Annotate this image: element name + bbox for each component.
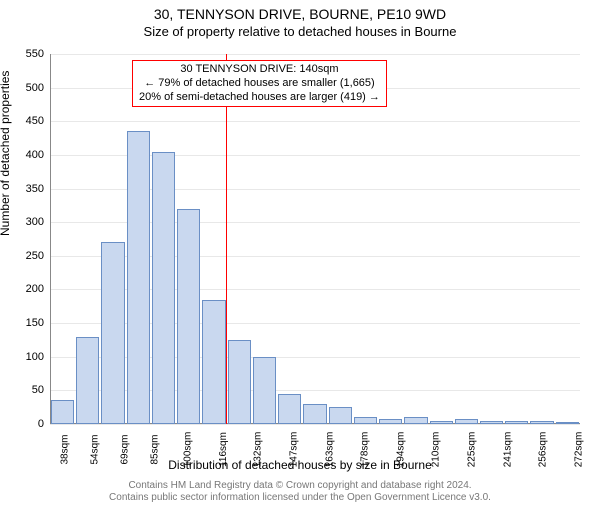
y-tick-label: 0	[12, 418, 44, 430]
footer-line1: Contains HM Land Registry data © Crown c…	[0, 480, 600, 492]
histogram-bar	[556, 422, 579, 424]
histogram-bar	[379, 419, 402, 424]
histogram-bar	[455, 419, 478, 424]
footer: Contains HM Land Registry data © Crown c…	[0, 480, 600, 504]
x-axis-title: Distribution of detached houses by size …	[0, 458, 600, 472]
chart-container: 30, TENNYSON DRIVE, BOURNE, PE10 9WD Siz…	[0, 6, 600, 506]
plot-area: 050100150200250300350400450500550 30 TEN…	[50, 54, 580, 424]
annotation-box: 30 TENNYSON DRIVE: 140sqm ← 79% of detac…	[132, 60, 387, 107]
histogram-bar	[303, 404, 326, 424]
histogram-bar	[202, 300, 225, 424]
histogram-bar	[228, 340, 251, 424]
footer-line2: Contains public sector information licen…	[0, 492, 600, 504]
histogram-bar	[430, 421, 453, 424]
annotation-line2: ← 79% of detached houses are smaller (1,…	[139, 77, 380, 91]
y-tick-label: 100	[12, 351, 44, 363]
histogram-bar	[101, 242, 124, 424]
histogram-bar	[404, 417, 427, 424]
bars-group	[50, 54, 580, 424]
histogram-bar	[51, 400, 74, 424]
x-labels-group: 38sqm54sqm69sqm85sqm100sqm116sqm132sqm14…	[50, 426, 580, 437]
y-tick-label: 500	[12, 82, 44, 94]
y-tick-label: 550	[12, 48, 44, 60]
chart-subtitle: Size of property relative to detached ho…	[0, 24, 600, 39]
histogram-bar	[480, 421, 503, 424]
marker-line	[226, 54, 227, 424]
histogram-bar	[253, 357, 276, 424]
annotation-line1: 30 TENNYSON DRIVE: 140sqm	[139, 63, 380, 77]
chart-title: 30, TENNYSON DRIVE, BOURNE, PE10 9WD	[0, 6, 600, 22]
histogram-bar	[127, 131, 150, 424]
annotation-line3: 20% of semi-detached houses are larger (…	[139, 91, 380, 105]
y-tick-label: 50	[12, 384, 44, 396]
histogram-bar	[505, 421, 528, 424]
histogram-bar	[354, 417, 377, 424]
y-tick-label: 350	[12, 183, 44, 195]
histogram-bar	[278, 394, 301, 424]
y-tick-label: 250	[12, 250, 44, 262]
histogram-bar	[530, 421, 553, 424]
y-gridline	[50, 424, 580, 425]
y-tick-label: 150	[12, 317, 44, 329]
y-tick-label: 400	[12, 149, 44, 161]
histogram-bar	[76, 337, 99, 424]
y-tick-label: 300	[12, 216, 44, 228]
y-axis-title: Number of detached properties	[0, 71, 12, 236]
y-tick-label: 200	[12, 283, 44, 295]
histogram-bar	[152, 152, 175, 424]
histogram-bar	[329, 407, 352, 424]
y-tick-label: 450	[12, 115, 44, 127]
histogram-bar	[177, 209, 200, 424]
